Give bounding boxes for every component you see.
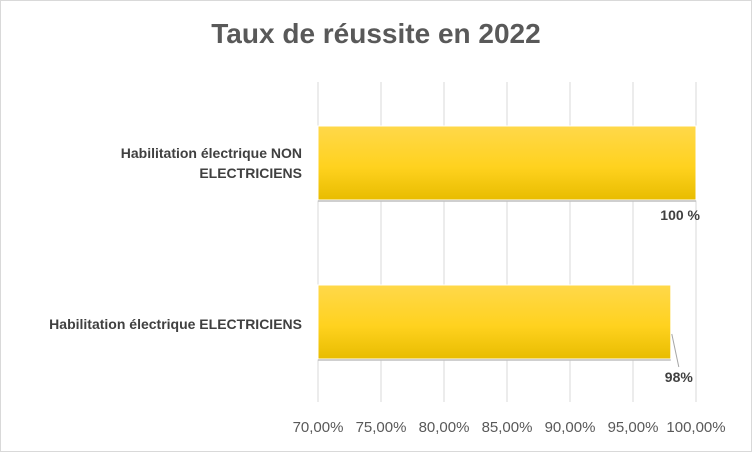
data-label: 98% <box>665 369 694 385</box>
chart-title: Taux de réussite en 2022 <box>211 18 541 49</box>
x-tick-label: 100,00% <box>666 419 725 436</box>
x-tick-label: 80,00% <box>419 419 470 436</box>
category-label-electriciens: Habilitation électrique ELECTRICIENS <box>2 314 302 334</box>
leader-line <box>671 333 680 368</box>
bar <box>317 284 672 360</box>
category-label-non-electriciens: Habilitation électrique NON ELECTRICIENS <box>2 143 302 183</box>
bar <box>317 125 697 201</box>
data-label: 100 % <box>660 207 700 223</box>
x-tick-label: 70,00% <box>293 419 344 436</box>
x-tick-label: 90,00% <box>545 419 596 436</box>
x-tick-label: 85,00% <box>482 419 533 436</box>
x-tick-label: 95,00% <box>608 419 659 436</box>
category-label-line: ELECTRICIENS <box>199 165 302 181</box>
x-tick-label: 75,00% <box>356 419 407 436</box>
category-label-line: Habilitation électrique ELECTRICIENS <box>49 316 302 332</box>
category-label-line: Habilitation électrique NON <box>120 145 302 161</box>
